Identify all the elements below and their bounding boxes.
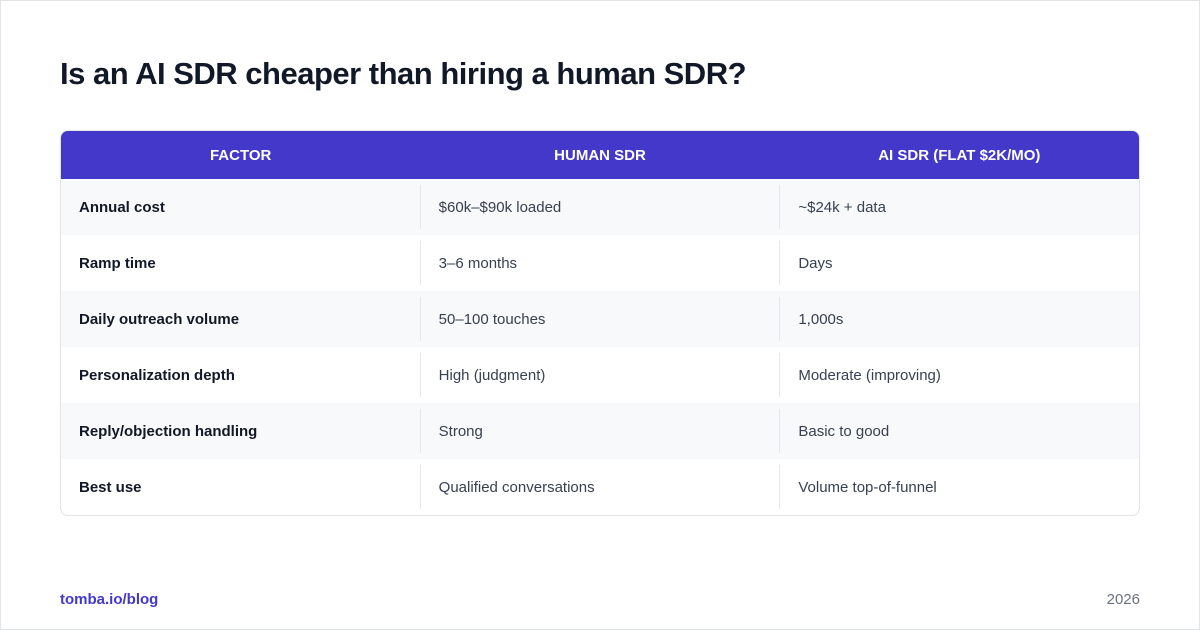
column-header: FACTOR (209, 146, 272, 164)
table-header: FACTOR HUMAN SDR AI SDR (FLAT $2K/MO) (61, 131, 1139, 179)
table-cell: Best use (79, 478, 142, 496)
table-cell: $60k–$90k loaded (419, 185, 780, 229)
title: Is an AI SDR cheaper than hiring a human… (60, 56, 747, 91)
table-cell: Ramp time (79, 254, 156, 272)
column-header: AI SDR (FLAT $2K/MO) (878, 146, 1041, 164)
table-cell: Volume top-of-funnel (779, 465, 1139, 509)
comparison-table: FACTOR HUMAN SDR AI SDR (FLAT $2K/MO) Annu… (60, 130, 1140, 516)
table-cell: 3–6 months (419, 241, 780, 285)
footer-year: 2026 (1106, 591, 1140, 608)
table-cell: Qualified conversations (419, 465, 780, 509)
table-row: Reply/objection handling Strong Basic to g… (61, 403, 1139, 459)
table-cell: Strong (419, 409, 780, 453)
table-row: Personalization depth High (judgment) Mode… (61, 347, 1139, 403)
table-row: Best use Qualified conversations Volume to… (61, 459, 1139, 515)
table-row: Ramp time 3–6 months Days (61, 235, 1139, 291)
table-cell: ~$24k + data (779, 185, 1139, 229)
column-header: HUMAN SDR (554, 146, 646, 164)
table-cell: Moderate (improving) (779, 353, 1139, 397)
table-body: Annual cost $60k–$90k loaded ~$24k + data R… (61, 179, 1139, 515)
table-cell: Annual cost (79, 198, 165, 216)
footer-link[interactable]: tomba.io/blog (60, 591, 159, 608)
table-cell: Personalization depth (79, 366, 235, 384)
table-cell: 1,000s (779, 297, 1139, 341)
table-cell: Reply/objection handling (79, 422, 258, 440)
table-cell: High (judgment) (419, 353, 780, 397)
table-cell: 50–100 touches (419, 297, 780, 341)
table-cell: Days (779, 241, 1139, 285)
table-row: Annual cost $60k–$90k loaded ~$24k + data (61, 179, 1139, 235)
table-cell: Basic to good (779, 409, 1139, 453)
table-row: Daily outreach volume 50–100 touches 1,000… (61, 291, 1139, 347)
table-cell: Daily outreach volume (79, 310, 240, 328)
